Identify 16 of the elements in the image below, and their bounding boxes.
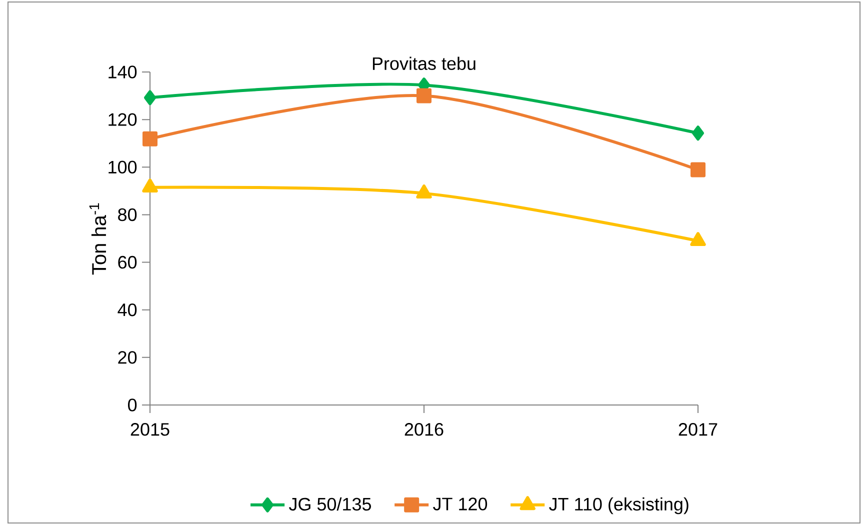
- legend-label: JT 110 (eksisting): [549, 497, 688, 514]
- legend-label: JG 50/135: [288, 497, 371, 511]
- y-tick-label: 20: [118, 351, 137, 364]
- y-tick-label: 0: [128, 398, 137, 412]
- x-tick-label: 2015: [130, 423, 170, 436]
- y-tick-label: 100: [108, 160, 137, 174]
- y-axis-title: Ton ha$^{-1}$: [89, 203, 106, 275]
- y-tick-label: 120: [108, 113, 137, 126]
- y-tick-label: 60: [118, 256, 137, 269]
- chart-title: Provitas tebu: [372, 56, 476, 70]
- x-tick-label: 2016: [404, 423, 444, 436]
- legend-label: JT 120: [433, 498, 488, 510]
- y-tick-label: 80: [118, 208, 137, 222]
- y-tick-label: 140: [108, 66, 137, 78]
- y-tick-label: 40: [118, 303, 137, 316]
- x-tick-label: 2017: [678, 423, 718, 436]
